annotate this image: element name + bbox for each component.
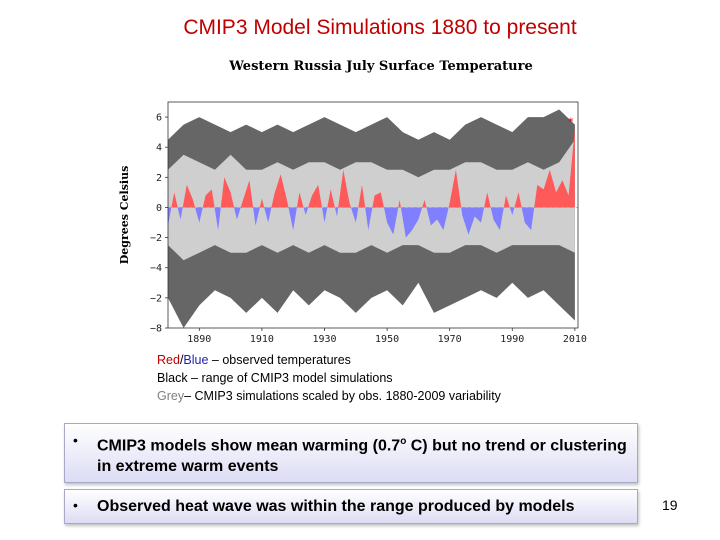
x-tick-label: 1970 bbox=[438, 334, 462, 345]
legend-black: Black – range of CMIP3 model simulations bbox=[157, 371, 393, 385]
legend-red-label: Red bbox=[157, 353, 180, 367]
x-tick-label: 2010 bbox=[563, 334, 587, 345]
y-tick-label: −8 bbox=[150, 324, 162, 335]
legend-observed-text: – observed temperatures bbox=[208, 353, 351, 367]
chart-legend: Red/Blue – observed temperatures Black –… bbox=[157, 351, 501, 405]
bullet-text-part-b: C) but no trend or clustering in extreme… bbox=[97, 437, 627, 476]
observed-cool-area bbox=[168, 207, 575, 238]
chart-svg: Western Russia July Surface Temperature D… bbox=[118, 59, 587, 345]
slide-title: CMIP3 Model Simulations 1880 to present bbox=[183, 16, 577, 39]
x-tick-label: 1990 bbox=[500, 334, 524, 345]
bullet-box-heat-wave: • Observed heat wave was within the rang… bbox=[64, 489, 638, 524]
observed-warm-area bbox=[168, 127, 575, 208]
y-tick-label: −2 bbox=[150, 293, 162, 304]
page-number: 19 bbox=[662, 497, 678, 513]
x-tick-label: 1930 bbox=[312, 334, 336, 345]
x-tick-label: 1910 bbox=[250, 334, 274, 345]
bullet-text-mean-warming: CMIP3 models show mean warming (0.7o C) … bbox=[97, 431, 631, 477]
y-tick-label: 2 bbox=[156, 173, 162, 184]
chart-title: Western Russia July Surface Temperature bbox=[228, 59, 532, 74]
y-tick-label: −2 bbox=[150, 233, 162, 244]
legend-grey-text: – CMIP3 simulations scaled by obs. 1880-… bbox=[184, 389, 501, 403]
legend-grey-label: Grey bbox=[157, 389, 185, 403]
legend-observed: Red/Blue – observed temperatures bbox=[157, 351, 501, 369]
bullet-text-part-a: CMIP3 models show mean warming (0.7 bbox=[97, 437, 401, 455]
legend-grey: Grey– CMIP3 simulations scaled by obs. 1… bbox=[157, 387, 501, 405]
bullet-marker: • bbox=[73, 432, 78, 448]
bullet-box-mean-warming: • CMIP3 models show mean warming (0.7o C… bbox=[64, 423, 638, 483]
degree-superscript: o bbox=[400, 436, 407, 447]
y-axis-label: Degrees Celsius bbox=[118, 166, 131, 265]
x-tick-label: 1890 bbox=[187, 334, 211, 345]
plot-frame bbox=[167, 101, 579, 329]
legend-blue-label: Blue bbox=[183, 353, 209, 367]
legend-slash: / bbox=[179, 353, 184, 367]
y-tick-label: 6 bbox=[156, 113, 162, 124]
bullet-text-heat-wave: Observed heat wave was within the range … bbox=[97, 498, 575, 515]
y-tick-label: 4 bbox=[156, 143, 162, 154]
y-tick-label: 0 bbox=[156, 203, 162, 214]
bullet-marker: • bbox=[73, 497, 78, 513]
x-tick-label: 1950 bbox=[375, 334, 399, 345]
grey-scaled-range bbox=[168, 139, 575, 261]
y-tick-label: −4 bbox=[150, 263, 162, 274]
temperature-chart: Western Russia July Surface Temperature D… bbox=[110, 50, 610, 350]
annotation-asterisk: * bbox=[568, 116, 574, 129]
